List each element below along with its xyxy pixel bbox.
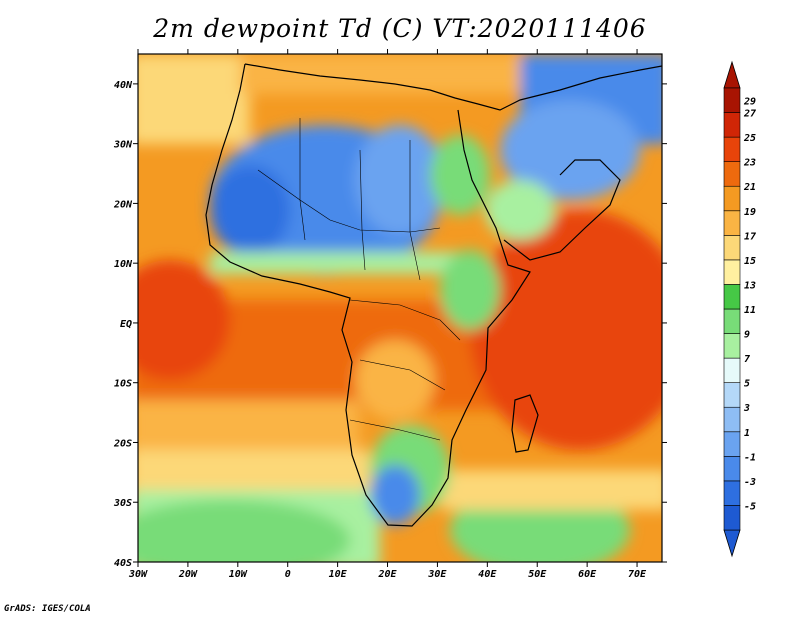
- colorbar-label: -1: [744, 452, 756, 463]
- colorbar-label: 27: [743, 109, 756, 120]
- colorbar-label: 5: [744, 379, 750, 390]
- lon-label: 20W: [178, 569, 198, 580]
- lat-label: 20N: [113, 199, 133, 210]
- colorbar-swatch: [723, 235, 741, 261]
- coastline: [205, 63, 662, 527]
- lon-label: 50E: [528, 569, 547, 580]
- colorbar-label: -5: [744, 501, 756, 512]
- colorbar-label: 15: [744, 256, 756, 267]
- longitude-labels: 30W 20W 10W 0 10E 20E 30E 40E 50E 60E 70E: [128, 569, 647, 580]
- lat-label: 10N: [114, 259, 133, 270]
- lon-label: 0: [285, 569, 291, 580]
- map-frame: [137, 53, 663, 563]
- axis-ticks: [133, 49, 667, 567]
- colorbar-swatch: [723, 431, 741, 457]
- colorbar-label: 9: [744, 330, 750, 341]
- lat-label: 30N: [113, 140, 133, 151]
- colorbar-max-arrow: [723, 60, 741, 89]
- colorbar-swatch: [723, 210, 741, 236]
- lon-label: 70E: [628, 569, 647, 580]
- colorbar-label: 21: [743, 182, 756, 193]
- colorbar-label: 7: [744, 354, 750, 365]
- lat-label: 10S: [114, 379, 132, 390]
- credit-text: GrADS: IGES/COLA: [4, 604, 91, 614]
- colorbar-label: 23: [743, 158, 756, 169]
- colorbar-swatch: [723, 406, 741, 433]
- lon-label: 10E: [329, 569, 348, 580]
- map-title: 2m dewpoint Td (C) VT:2020111406: [153, 14, 647, 43]
- colorbar-swatch: [723, 480, 741, 506]
- colorbar-min-arrow: [723, 529, 741, 558]
- colorbar-swatch: [723, 185, 741, 212]
- colorbar-label: 17: [744, 231, 756, 242]
- colorbar-label: 11: [744, 305, 756, 316]
- dewpoint-field: [138, 54, 662, 562]
- colorbar-swatch: [723, 136, 741, 162]
- colorbar-swatch: [723, 112, 741, 138]
- colorbar-swatch: [723, 456, 741, 482]
- lat-label: 40N: [114, 80, 133, 91]
- lat-label: 30S: [113, 498, 132, 509]
- colorbar-swatch: [723, 284, 741, 310]
- lon-label: 10W: [229, 569, 248, 580]
- lat-label: 40S: [114, 558, 132, 569]
- colorbar-swatch: [723, 161, 741, 187]
- colorbar-label: 25: [743, 133, 756, 144]
- colorbar-label: 19: [744, 207, 756, 218]
- colorbar-label: 29: [743, 96, 756, 107]
- lon-label: 60E: [578, 569, 597, 580]
- colorbar-swatch: [723, 87, 741, 113]
- colorbar-swatch: [723, 382, 741, 408]
- latitude-labels: 40N 30N 20N 10N EQ 10S 20S 30S 40S: [113, 80, 133, 569]
- lat-label: 20S: [113, 438, 132, 449]
- colorbar-label: 13: [744, 280, 756, 291]
- colorbar-swatch: [723, 308, 741, 334]
- lon-label: 30E: [427, 569, 447, 580]
- colorbar-swatch: [723, 259, 741, 285]
- country-borders: [257, 118, 461, 441]
- colorbar-label: 3: [743, 403, 750, 414]
- colorbar-swatch: [723, 357, 741, 383]
- colorbar-label: -3: [744, 477, 756, 488]
- lon-label: 40E: [478, 569, 497, 580]
- colorbar-label: 1: [744, 428, 750, 439]
- lat-label: EQ: [120, 319, 132, 330]
- lon-label: 30W: [128, 569, 148, 580]
- colorbar-swatch: [723, 505, 741, 531]
- colorbar-swatch: [723, 333, 741, 359]
- lon-label: 20E: [377, 569, 397, 580]
